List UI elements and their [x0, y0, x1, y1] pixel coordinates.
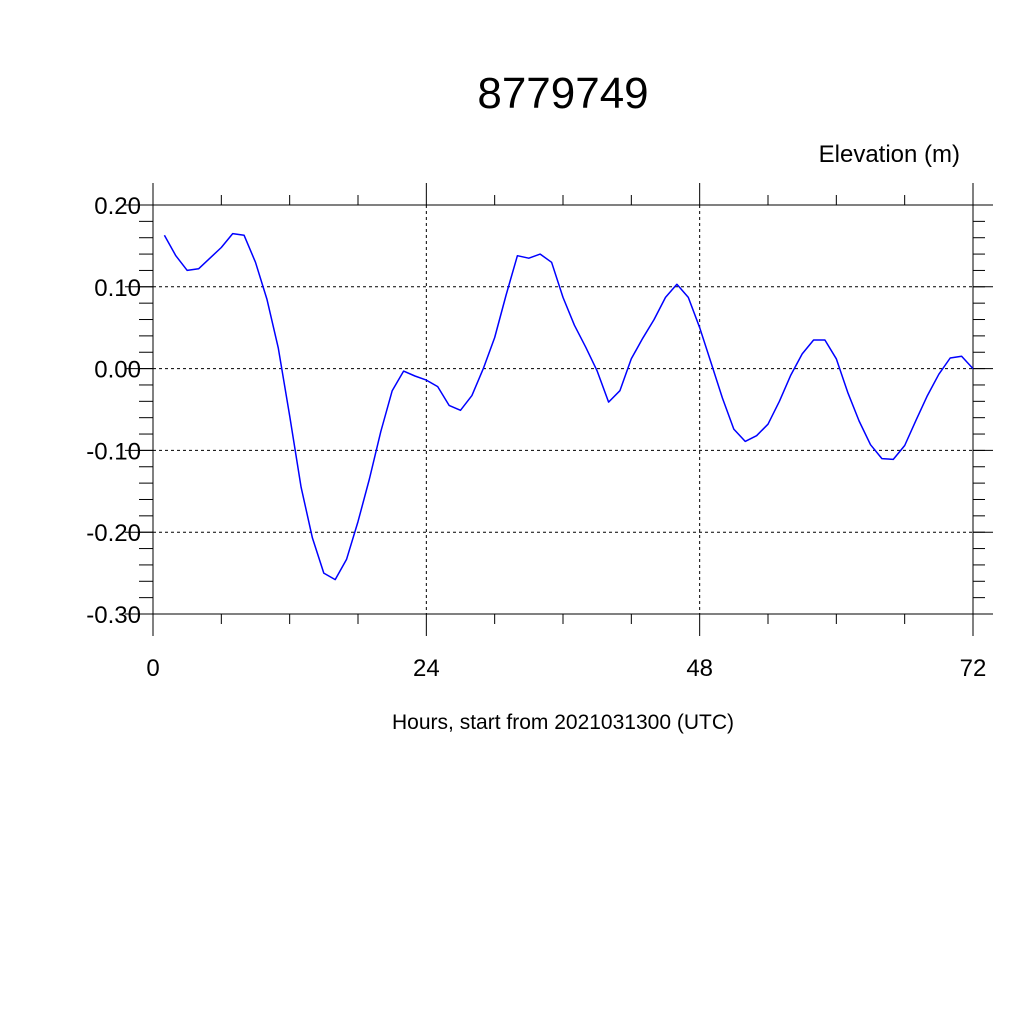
tick-labels: 0.20 0.10 0.00 -0.10 -0.20 -0.300 24 48 72	[86, 193, 986, 682]
plot-frame	[152, 204, 974, 615]
y-tick-label: -0.30	[86, 602, 141, 629]
y-tick-label: 0.00	[94, 357, 141, 384]
y-tick-label: 0.10	[94, 275, 141, 302]
series-layer	[163, 232, 974, 581]
series-line-0	[163, 232, 974, 581]
chart-title: 8779749	[477, 69, 648, 118]
x-tick-label: 48	[686, 655, 713, 682]
y-tick-label: 0.20	[94, 193, 141, 220]
chart-subtitle: Elevation (m)	[819, 141, 960, 168]
y-tick-label: -0.10	[86, 438, 141, 465]
x-tick-label: 24	[413, 655, 440, 682]
x-axis-label: Hours, start from 2021031300 (UTC)	[392, 711, 734, 734]
x-tick-label: 0	[146, 655, 159, 682]
x-tick-label: 72	[960, 655, 987, 682]
y-tick-label: -0.20	[86, 520, 141, 547]
axis-ticks	[125, 183, 993, 636]
grid-lines	[152, 204, 974, 615]
